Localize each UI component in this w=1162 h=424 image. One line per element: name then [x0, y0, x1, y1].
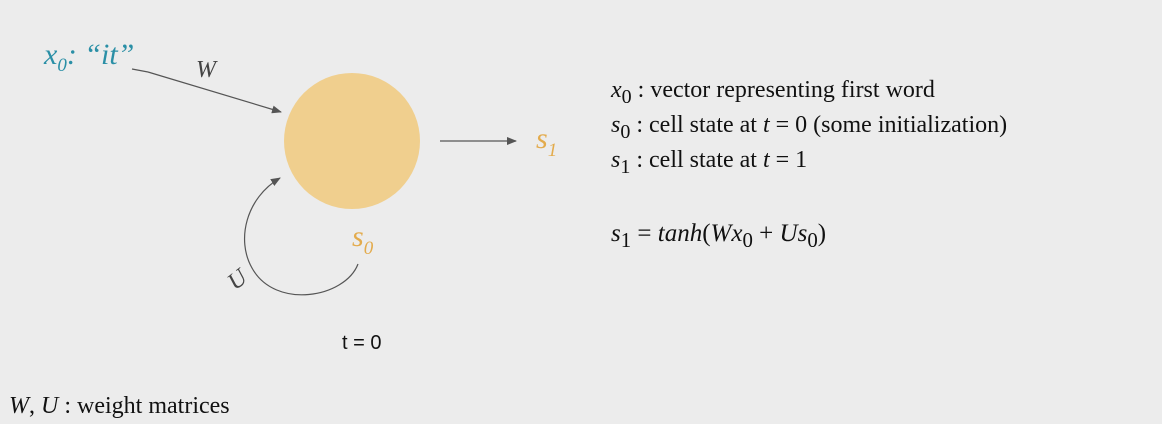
eq-x-sub: 0 — [742, 228, 753, 252]
def-tail: = 0 (some initialization) — [769, 112, 1008, 138]
initial-state-label: s0 — [352, 220, 374, 259]
w-arrow — [147, 71, 282, 114]
def-tail: = 1 — [769, 147, 808, 173]
input-subscript: 0 — [57, 55, 67, 76]
eq-close-paren: ) — [817, 220, 827, 247]
footer-w: W — [9, 393, 29, 419]
definitions-list: x0 : vector representing first word s0 :… — [611, 78, 1007, 183]
eq-lhs: s — [611, 220, 621, 247]
output-state-label: s1 — [536, 122, 558, 161]
initial-state-symbol: s — [352, 220, 364, 253]
eq-plus: + — [752, 220, 780, 247]
eq-x: x — [731, 220, 743, 247]
footer-text: : weight matrices — [58, 393, 230, 419]
definition-s1: s1 : cell state at t = 1 — [611, 148, 1007, 183]
input-label: x0: “it” — [44, 38, 135, 76]
def-text: : cell state at — [630, 112, 763, 138]
def-text: : cell state at — [630, 147, 763, 173]
initial-state-subscript: 0 — [363, 238, 374, 259]
input-symbol: x — [44, 38, 58, 71]
def-variable: t — [762, 112, 770, 138]
weights-note: W, U : weight matrices — [9, 394, 230, 418]
def-symbol: s — [611, 112, 621, 138]
eq-lhs-sub: 1 — [620, 228, 632, 252]
rnn-cell — [284, 73, 420, 209]
update-equation: s1 = tanh(Wx0 + Us0) — [611, 221, 826, 251]
def-symbol: s — [611, 147, 621, 173]
eq-function: tanh — [657, 220, 703, 247]
footer-u: U — [41, 393, 59, 419]
def-variable: t — [762, 147, 770, 173]
def-subscript: 0 — [620, 120, 631, 143]
eq-sign: = — [631, 220, 658, 247]
definition-x0: x0 : vector representing first word — [611, 78, 1007, 113]
definition-s0: s0 : cell state at t = 0 (some initializ… — [611, 113, 1007, 148]
time-step-label: t = 0 — [342, 332, 382, 354]
input-word: : “it” — [66, 38, 135, 71]
def-symbol: x — [611, 77, 622, 103]
def-subscript: 0 — [621, 85, 632, 108]
output-state-subscript: 1 — [547, 140, 558, 161]
footer-sep: , — [29, 393, 41, 419]
eq-open-paren: ( — [702, 220, 711, 247]
recurrent-arrow — [244, 177, 359, 296]
def-subscript: 1 — [620, 155, 631, 178]
w-weight-label: W — [196, 57, 216, 83]
eq-s-sub: 0 — [807, 228, 818, 252]
eq-w: W — [710, 220, 732, 247]
eq-s: s — [797, 220, 808, 247]
input-underline — [131, 68, 149, 73]
def-text: : vector representing first word — [631, 77, 935, 103]
eq-u: U — [779, 220, 798, 247]
output-state-symbol: s — [536, 122, 548, 155]
